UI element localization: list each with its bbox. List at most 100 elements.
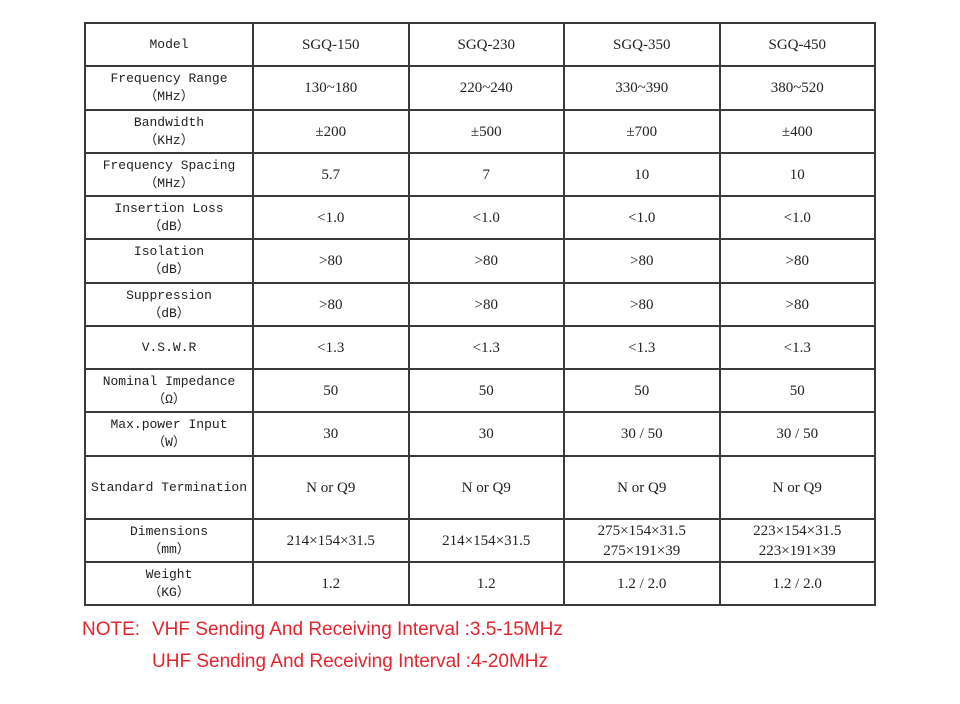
row-label: Bandwidth （KHz） [84,109,254,154]
header-text: SGQ-230 [457,36,515,53]
cell: >80 [252,238,410,284]
cell-text: 275×154×31.5 [597,522,686,539]
table-row: Dimensions （mm） 214×154×31.5 214×154×31.5 27… [84,518,876,563]
cell: 10 [563,152,721,197]
row-label: Frequency Range （MHz） [84,65,254,111]
row-label: Nominal Impedance （Ω） [84,368,254,413]
cell-text: （Ω） [152,391,186,407]
header-cell: SGQ-150 [252,22,410,67]
note: NOTE: VHF Sending And Receiving Interval … [82,614,563,678]
cell-text: 1.2 / 2.0 [617,575,667,592]
cell-text: Standard Termination [90,479,248,495]
cell-text: N or Q9 [461,479,511,496]
table-row: V.S.W.R <1.3 <1.3 <1.3 <1.3 [84,325,876,370]
cell-text: 10 [789,166,805,183]
cell: 130~180 [252,65,410,111]
row-label: V.S.W.R [84,325,254,370]
cell-text: （W） [152,435,186,450]
cell: 330~390 [563,65,721,111]
cell: <1.0 [407,195,565,240]
row-label: Max.power Input （W） [84,411,254,457]
cell-text: 275×191×39 [603,542,681,559]
cell: N or Q9 [718,455,876,520]
cell: 214×154×31.5 [252,518,410,563]
cell-text: >80 [785,296,809,313]
cell: 50 [407,368,565,413]
cell-text: 30 [323,426,339,442]
cell-text: 220~240 [459,80,513,96]
table-row: Suppression （dB） >80 >80 >80 >80 [84,282,876,327]
cell-text: （dB） [148,305,190,321]
cell-text: 214×154×31.5 [286,532,375,549]
cell-text: 1.2 / 2.0 [772,575,822,592]
cell-text: <1.0 [317,209,345,226]
header-cell: SGQ-230 [407,22,565,67]
cell-text: 380~520 [770,80,824,96]
cell: 275×154×31.5 275×191×39 [563,518,721,563]
cell: 1.2 / 2.0 [718,561,876,606]
cell: 50 [563,368,721,413]
table-row: Frequency Spacing （MHz） 5.7 7 10 10 [84,152,876,197]
cell: <1.0 [563,195,721,240]
row-label: Insertion Loss （dB） [84,195,254,240]
cell: <1.0 [252,195,410,240]
table-row: Bandwidth （KHz） ±200 ±500 ±700 ±400 [84,109,876,154]
row-label: Standard Termination [84,455,254,520]
cell: >80 [718,238,876,284]
note-line: UHF Sending And Receiving Interval :4-20… [152,651,549,672]
cell-text: 223×154×31.5 [753,522,842,539]
table-row: Standard Termination N or Q9 N or Q9 N or Q… [84,455,876,520]
cell: 5.7 [252,152,410,197]
cell-text: 30 [478,426,494,442]
row-label: Isolation （dB） [84,238,254,284]
cell: >80 [563,282,721,327]
cell-text: >80 [474,296,498,313]
table-row: Nominal Impedance （Ω） 50 50 50 50 [84,368,876,413]
cell: <1.3 [718,325,876,370]
cell-text: Nominal Impedance [102,373,236,389]
cell-text: 50 [478,382,494,399]
cell-text: >80 [319,253,343,269]
cell-text: 130~180 [304,80,358,96]
cell: 50 [252,368,410,413]
header-text: SGQ-350 [612,36,671,53]
cell-text: N or Q9 [617,479,667,496]
cell: >80 [718,282,876,327]
cell-text: <1.3 [317,339,345,356]
cell: <1.0 [718,195,876,240]
cell: 30 / 50 [718,411,876,457]
cell: 30 / 50 [563,411,721,457]
cell: 50 [718,368,876,413]
note-label: NOTE: [82,619,141,640]
cell: 223×154×31.5 223×191×39 [718,518,876,563]
cell-text: <1.3 [472,339,500,356]
note-line: VHF Sending And Receiving Interval :3.5-… [152,619,563,640]
row-label: Dimensions （mm） [84,518,254,563]
cell-text: <1.3 [628,339,656,356]
cell: 10 [718,152,876,197]
cell-text: <1.0 [472,209,500,226]
cell-text: （dB） [148,262,190,277]
cell-text: （dB） [148,218,190,234]
cell: 214×154×31.5 [407,518,565,563]
cell-text: Dimensions [129,523,208,539]
cell-text: N or Q9 [772,479,822,496]
cell-text: >80 [785,253,809,269]
cell-text: <1.0 [783,209,811,226]
cell-text: V.S.W.R [141,339,197,355]
cell-text: Isolation [133,244,205,259]
cell: N or Q9 [563,455,721,520]
cell-text: 50 [323,382,339,399]
cell-text: Insertion Loss [114,200,224,216]
cell-text: >80 [630,296,654,313]
cell: 220~240 [407,65,565,111]
cell-text: 7 [482,166,491,183]
cell: 1.2 / 2.0 [563,561,721,606]
cell-text: （mm） [148,541,190,557]
cell-text: 30 / 50 [620,426,663,442]
cell-text: 5.7 [321,166,341,183]
cell: >80 [252,282,410,327]
cell: <1.3 [252,325,410,370]
cell: ±400 [718,109,876,154]
cell-text: 214×154×31.5 [442,532,531,549]
